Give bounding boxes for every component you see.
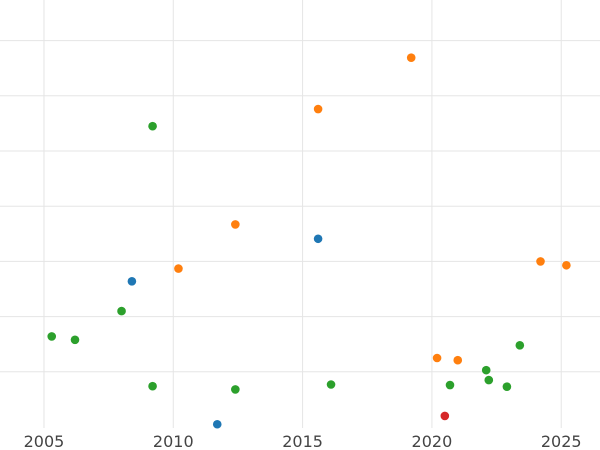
data-points	[47, 53, 571, 429]
data-point	[326, 380, 336, 389]
data-point	[70, 335, 80, 345]
x-gridlines	[43, 0, 562, 428]
x-tick-label: 2005	[24, 432, 65, 450]
data-point	[148, 381, 157, 391]
data-point	[47, 332, 57, 341]
data-point	[174, 264, 183, 273]
data-point	[313, 234, 323, 244]
data-point	[231, 220, 240, 229]
data-point	[536, 257, 545, 266]
x-tick-label: 2015	[282, 432, 323, 450]
y-gridlines	[0, 40, 600, 373]
data-point	[562, 260, 571, 270]
data-point	[481, 365, 491, 375]
data-point	[484, 375, 494, 385]
data-point	[231, 385, 240, 394]
data-point	[313, 104, 323, 114]
data-point	[148, 121, 157, 131]
x-tick-label: 2020	[412, 432, 453, 450]
data-point	[212, 419, 222, 429]
data-point	[453, 355, 463, 365]
data-point	[515, 341, 525, 350]
data-point	[406, 53, 416, 63]
data-point	[502, 382, 512, 392]
x-tick-label: 2025	[541, 432, 582, 450]
x-tick-labels: 2005 2010 2015 2020 2025	[24, 432, 582, 450]
data-point	[440, 411, 450, 421]
data-point	[127, 276, 137, 286]
x-tick-label: 2010	[153, 432, 194, 450]
data-point	[117, 306, 126, 316]
data-point	[445, 380, 455, 390]
data-point	[432, 353, 442, 363]
